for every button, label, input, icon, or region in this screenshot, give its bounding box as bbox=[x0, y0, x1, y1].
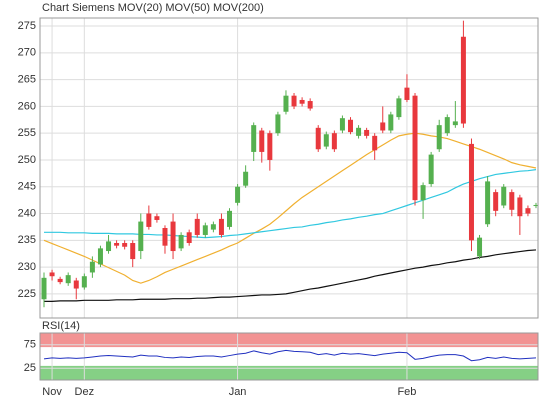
candle-body bbox=[315, 127, 321, 150]
x-tick-label: Jan bbox=[229, 386, 247, 398]
y-tick-label: 230 bbox=[18, 261, 36, 273]
candle-body bbox=[41, 277, 47, 300]
candle-body bbox=[154, 216, 160, 220]
moving-average-line bbox=[44, 169, 537, 239]
candle-body bbox=[186, 232, 192, 243]
candle-body bbox=[130, 243, 136, 260]
candle-body bbox=[396, 98, 402, 118]
candle-body bbox=[251, 125, 257, 152]
y-tick-label: 25 bbox=[24, 362, 36, 374]
candle-body bbox=[356, 127, 362, 136]
candle-body bbox=[291, 95, 297, 107]
candle-body bbox=[65, 275, 71, 284]
y-tick-label: 260 bbox=[18, 100, 36, 112]
candle-body bbox=[146, 213, 152, 227]
candle-body bbox=[49, 272, 55, 277]
y-tick-label: 255 bbox=[18, 127, 36, 139]
candle-body bbox=[517, 197, 523, 217]
candle-body bbox=[243, 171, 249, 186]
candle-body bbox=[235, 186, 241, 203]
candle-body bbox=[106, 241, 112, 252]
candle-body bbox=[493, 192, 499, 211]
y-tick-label: 270 bbox=[18, 47, 36, 59]
candle-body bbox=[380, 122, 386, 131]
moving-average-line bbox=[44, 249, 537, 302]
candle-body bbox=[122, 243, 128, 247]
candle-body bbox=[412, 95, 418, 201]
candle-body bbox=[339, 118, 345, 131]
candle-body bbox=[275, 114, 281, 134]
x-tick-label: Dez bbox=[75, 386, 95, 398]
plot-area bbox=[39, 17, 539, 319]
candle-body bbox=[388, 114, 394, 131]
rsi-band bbox=[40, 365, 538, 380]
candle-body bbox=[372, 135, 378, 151]
chart-title: Chart Siemens bbox=[42, 2, 115, 14]
candle-body bbox=[364, 129, 370, 136]
candle-body bbox=[162, 228, 168, 246]
candle-body bbox=[227, 210, 233, 227]
candle-body bbox=[477, 237, 483, 257]
legend-entry: MOV(20) bbox=[118, 2, 163, 14]
candle-body bbox=[259, 130, 265, 152]
candle-body bbox=[178, 234, 184, 249]
candle-body bbox=[347, 119, 353, 133]
candle-body bbox=[170, 221, 176, 252]
candle-body bbox=[138, 221, 144, 252]
candle-body bbox=[210, 224, 216, 230]
y-tick-label: 275 bbox=[18, 20, 36, 32]
moving-average-line bbox=[43, 132, 537, 284]
y-tick-label: 245 bbox=[18, 181, 36, 193]
candle-body bbox=[444, 117, 450, 134]
candle-body bbox=[218, 218, 224, 235]
y-tick-label: 240 bbox=[18, 207, 36, 219]
candle-body bbox=[323, 134, 329, 147]
candle-body bbox=[452, 121, 458, 126]
candle-body bbox=[428, 154, 434, 185]
candle-body bbox=[89, 261, 95, 273]
candle-body bbox=[404, 87, 410, 100]
candle-body bbox=[194, 218, 200, 235]
y-tick-label: 75 bbox=[24, 339, 36, 351]
candle-body bbox=[307, 101, 313, 109]
plot-border bbox=[39, 17, 539, 319]
candle-body bbox=[331, 133, 337, 150]
plot-border bbox=[39, 332, 539, 381]
y-tick-label: 225 bbox=[18, 288, 36, 300]
candle-body bbox=[460, 36, 466, 124]
candle-body bbox=[202, 225, 208, 235]
legend-entry: MOV(200) bbox=[213, 2, 264, 14]
candle-body bbox=[114, 243, 120, 246]
candle-body bbox=[267, 133, 273, 160]
x-tick-label: Feb bbox=[397, 386, 416, 398]
candle-body bbox=[485, 181, 491, 225]
candle-body bbox=[81, 276, 87, 288]
candle-body bbox=[283, 95, 289, 112]
candle-body bbox=[468, 143, 474, 241]
y-tick-label: 235 bbox=[18, 234, 36, 246]
candle-body bbox=[57, 278, 63, 283]
x-tick-label: Nov bbox=[42, 386, 62, 398]
candle-body bbox=[501, 186, 507, 206]
candle-body bbox=[509, 192, 515, 210]
candle-body bbox=[525, 208, 531, 214]
candle-body bbox=[97, 248, 103, 265]
legend-entry: MOV(50) bbox=[165, 2, 210, 14]
y-tick-label: 265 bbox=[18, 74, 36, 86]
y-tick-label: 250 bbox=[18, 154, 36, 166]
candle-body bbox=[73, 280, 79, 289]
candle-body bbox=[420, 185, 426, 201]
rsi-title: RSI(14) bbox=[42, 320, 80, 332]
candle-body bbox=[533, 204, 539, 207]
rsi-band bbox=[40, 333, 538, 348]
rsi-line bbox=[43, 349, 537, 362]
candle-body bbox=[299, 99, 305, 104]
candle-body bbox=[436, 125, 442, 150]
